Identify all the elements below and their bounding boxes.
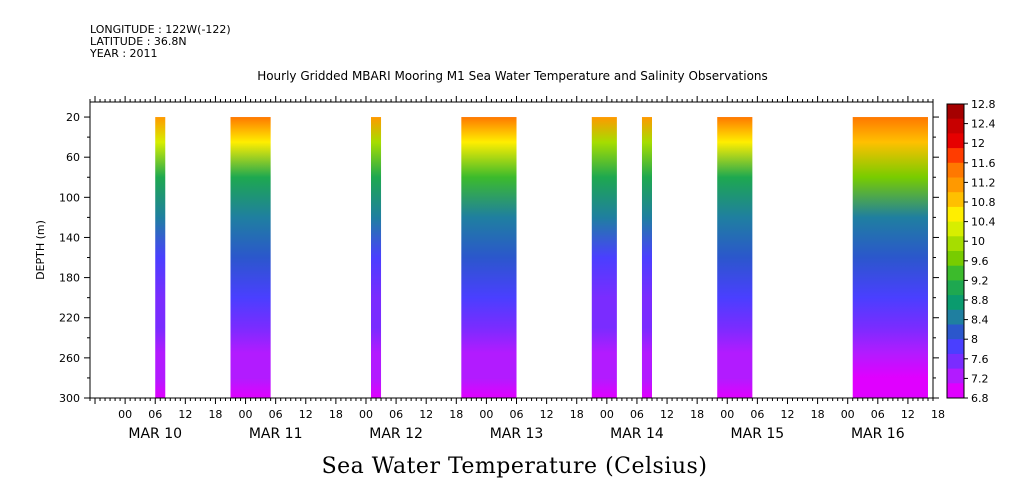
x-tick-label: 12 (660, 408, 674, 421)
colorbar: 12.8 12.4 12 11.6 11.2 10.8 10.4 10 9.6 9.2 8.8 8.4… (946, 98, 996, 405)
data-block (852, 117, 928, 399)
colorbar-tick-label: 8.4 (971, 314, 989, 327)
colorbar-swatch (947, 206, 964, 223)
x-tick-label: 18 (570, 408, 584, 421)
colorbar-swatch (947, 280, 964, 296)
x-tick-label: 12 (540, 408, 554, 421)
data-block (155, 117, 166, 399)
x-tick-label: 00 (600, 408, 614, 421)
x-tick-label: 18 (329, 408, 343, 421)
colorbar-tick-label: 10.4 (971, 216, 996, 229)
colorbar-swatch (947, 133, 964, 149)
x-day-label: MAR 13 (490, 426, 544, 442)
colorbar-swatch (947, 295, 964, 311)
x-tick-label: 18 (449, 408, 463, 421)
y-tick-label: 220 (59, 312, 80, 325)
data-block (371, 117, 382, 399)
colorbar-swatch (947, 265, 964, 281)
y-tick-label: 20 (66, 111, 80, 124)
longitude-label: LONGITUDE : 122W(-122) (90, 23, 231, 36)
x-tick-label: 06 (750, 408, 764, 421)
colorbar-swatch (947, 221, 964, 237)
x-tick-label: 06 (389, 408, 403, 421)
x-tick-label: 00 (841, 408, 855, 421)
x-tick-label: 06 (148, 408, 162, 421)
x-tick-label: 18 (811, 408, 825, 421)
data-block (717, 117, 753, 399)
x-tick-label: 12 (178, 408, 192, 421)
y-axis-label: DEPTH (m) (34, 220, 47, 280)
x-tick-label: 00 (239, 408, 253, 421)
data-blocks (155, 117, 928, 399)
x-day-label: MAR 14 (610, 426, 664, 442)
colorbar-swatch (947, 192, 964, 208)
data-block (591, 117, 617, 399)
x-day-label: MAR 11 (249, 426, 303, 442)
y-tick-label: 300 (59, 392, 80, 405)
colorbar-tick-label: 10 (971, 235, 985, 248)
colorbar-tick-label: 12.4 (971, 118, 996, 131)
colorbar-swatch (947, 177, 964, 193)
x-tick-label: 12 (299, 408, 313, 421)
x-tick-label: 12 (419, 408, 433, 421)
x-day-label: MAR 16 (851, 426, 905, 442)
data-block (641, 117, 652, 399)
colorbar-tick-label: 10.8 (971, 196, 996, 209)
y-tick-label: 100 (59, 191, 80, 204)
y-tick-label: 60 (66, 151, 80, 164)
colorbar-swatch (947, 383, 964, 399)
colorbar-swatch (947, 339, 964, 355)
colorbar-swatch (947, 118, 964, 134)
y-tick-label: 260 (59, 352, 80, 365)
colorbar-swatch (947, 148, 964, 164)
x-day-label: MAR 12 (369, 426, 423, 442)
colorbar-tick-label: 9.2 (971, 274, 989, 287)
colorbar-tick-label: 6.8 (971, 392, 989, 405)
colorbar-tick-label: 11.2 (971, 176, 996, 189)
x-day-label: MAR 15 (731, 426, 785, 442)
y-axis: 20 60 100 140 180 220 260 300 (59, 111, 939, 405)
data-block (230, 117, 271, 399)
x-tick-label: 12 (780, 408, 794, 421)
x-tick-label: 12 (901, 408, 915, 421)
colorbar-tick-label: 12.8 (971, 98, 996, 111)
colorbar-tick-label: 7.6 (971, 353, 989, 366)
x-tick-label: 06 (871, 408, 885, 421)
colorbar-tick-label: 8.8 (971, 294, 989, 307)
year-label: YEAR : 2011 (90, 47, 158, 60)
colorbar-swatch (947, 104, 964, 120)
colorbar-swatch (947, 162, 964, 178)
colorbar-swatch (947, 353, 964, 370)
colorbar-label: Sea Water Temperature (Celsius) (321, 454, 708, 479)
data-block (461, 117, 517, 399)
chart-title: Hourly Gridded MBARI Mooring M1 Sea Wate… (257, 69, 768, 83)
colorbar-tick-label: 9.6 (971, 255, 989, 268)
colorbar-swatch (947, 309, 964, 325)
x-tick-label: 06 (269, 408, 283, 421)
x-tick-label: 06 (510, 408, 524, 421)
colorbar-swatch (947, 236, 964, 252)
x-tick-label: 00 (479, 408, 493, 421)
x-tick-label: 00 (720, 408, 734, 421)
x-day-label: MAR 10 (128, 426, 182, 442)
x-tick-label: 18 (208, 408, 222, 421)
colorbar-tick-label: 7.2 (971, 372, 989, 385)
colorbar-swatch (947, 324, 964, 340)
x-axis: 00 06 12 18 00 06 12 18 00 06 12 18 00 06 12 18 00 06 12 18… (89, 96, 945, 442)
colorbar-swatch (947, 368, 964, 384)
x-tick-label: 00 (118, 408, 132, 421)
x-tick-label: 18 (931, 408, 945, 421)
latitude-label: LATITUDE : 36.8N (90, 35, 187, 48)
x-tick-label: 06 (630, 408, 644, 421)
y-tick-label: 140 (59, 231, 80, 244)
colorbar-tick-label: 12 (971, 137, 985, 150)
x-tick-label: 18 (690, 408, 704, 421)
colorbar-tick-label: 11.6 (971, 157, 996, 170)
colorbar-swatch (947, 251, 964, 267)
y-tick-label: 180 (59, 272, 80, 285)
colorbar-tick-label: 8 (971, 333, 978, 346)
x-tick-label: 00 (359, 408, 373, 421)
